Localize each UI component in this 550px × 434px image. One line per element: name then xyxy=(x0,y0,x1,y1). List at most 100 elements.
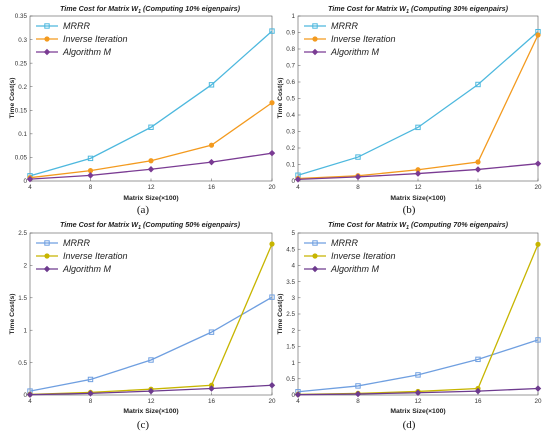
point-algorithm-m-d xyxy=(474,387,482,395)
y-tick-label-c: 2 xyxy=(23,263,27,270)
caption-b: (b) xyxy=(403,204,416,216)
y-tick-label-b: 0.4 xyxy=(286,112,295,119)
point-mrrr-c xyxy=(208,329,215,335)
x-tick-label-d: 20 xyxy=(534,398,542,405)
y-tick-label-a: 0.05 xyxy=(15,155,28,162)
point-algorithm-m-b xyxy=(294,176,302,183)
point-mrrr-c xyxy=(148,357,154,363)
y-tick-label-d: 5 xyxy=(291,230,295,237)
y-tick-label-a: 0.3 xyxy=(18,37,27,44)
plot-area-d: 4 8 12 16 20 0 0.5 1 1.5 2 2.5 3 3.5 4 4.5 5 MRRR Inverse… xyxy=(286,230,542,405)
point-algorithm-m-a xyxy=(268,149,276,157)
point-algorithm-m-a xyxy=(26,175,34,183)
y-tick-label-c: 2.5 xyxy=(18,230,27,237)
x-tick-label-d: 4 xyxy=(296,398,300,405)
axes-box-b xyxy=(297,15,539,182)
x-tick-label-b: 8 xyxy=(356,184,360,191)
y-tick-label-a: 0.25 xyxy=(15,60,28,67)
point-mrrr-d xyxy=(355,383,361,389)
y-tick-label-d: 2.5 xyxy=(286,311,295,318)
x-tick-label-a: 20 xyxy=(268,184,276,191)
series-line-mrrr-d xyxy=(297,339,539,393)
point-algorithm-m-b xyxy=(534,160,542,167)
point-inverse-iteration-b xyxy=(535,32,541,38)
legend-label-inverse-iteration-d: Inverse Iteration xyxy=(331,251,396,261)
legend-label-mrrr-b: MRRR xyxy=(331,21,358,31)
panel-c: Time Cost for Matrix W1 (Computing 50% e… xyxy=(9,220,276,431)
legend-marker-algorithm-m-a xyxy=(43,48,51,56)
y-axis-label-a: Time Cost(s) xyxy=(9,77,16,118)
panel-a: Time Cost for Matrix W1 (Computing 10% e… xyxy=(9,4,276,216)
point-mrrr-c xyxy=(269,294,275,300)
point-mrrr-d xyxy=(415,372,421,378)
series-line-mrrr-b xyxy=(297,31,539,176)
y-tick-label-b: 0.5 xyxy=(286,96,295,103)
y-tick-label-d: 4 xyxy=(291,263,295,270)
legend-label-mrrr-a: MRRR xyxy=(63,21,90,31)
point-mrrr-d xyxy=(475,356,481,363)
point-mrrr-a xyxy=(87,155,94,162)
plot-area-a: 4 8 12 16 20 0 0.05 0.1 0.15 0.2 0.25 0.3 0.35 MRRR In… xyxy=(15,13,276,191)
x-axis-label-b: Matrix Size(×100) xyxy=(390,195,445,202)
legend-marker-mrrr-d xyxy=(312,240,318,246)
legend-label-mrrr-c: MRRR xyxy=(63,238,90,248)
axes-box-a xyxy=(29,15,273,182)
point-algorithm-m-a xyxy=(147,165,155,173)
y-tick-label-d: 1.5 xyxy=(286,344,295,351)
y-tick-label-c: 0 xyxy=(23,392,27,399)
x-tick-label-d: 8 xyxy=(356,398,360,405)
x-tick-label-c: 20 xyxy=(268,398,276,405)
x-tick-label-b: 12 xyxy=(414,184,422,191)
x-tick-label-d: 16 xyxy=(474,398,482,405)
point-inverse-iteration-a xyxy=(148,158,154,164)
plot-area-b: 4 8 12 16 20 0 0.1 0.2 0.3 0.4 0.5 0.6 0.7 0.8 0.9 1 MRR… xyxy=(286,13,542,191)
legend-label-mrrr-d: MRRR xyxy=(331,238,358,248)
panel-b: Time Cost for Matrix W1 (Computing 30% e… xyxy=(277,4,542,216)
y-axis-label-c: Time Cost(s) xyxy=(9,293,16,334)
x-tick-label-a: 16 xyxy=(208,184,216,191)
x-axis-label-c: Matrix Size(×100) xyxy=(123,408,178,415)
legend-marker-inverse-iteration-d xyxy=(312,253,318,259)
y-tick-label-b: 0.8 xyxy=(286,46,295,53)
y-tick-label-d: 4.5 xyxy=(286,246,295,253)
plot-area-c: 4 8 12 16 20 0 0.5 1 1.5 2 2.5 MRRR Inverse Iteratio… xyxy=(18,230,276,405)
point-algorithm-m-a xyxy=(208,158,215,166)
x-tick-label-d: 12 xyxy=(414,398,422,405)
y-tick-label-b: 0.7 xyxy=(286,63,295,70)
x-tick-label-a: 8 xyxy=(89,184,93,191)
point-mrrr-b xyxy=(355,154,361,160)
legend-marker-algorithm-m-b xyxy=(311,48,319,56)
point-inverse-iteration-a xyxy=(208,142,215,148)
y-tick-label-b: 0.3 xyxy=(286,129,295,136)
y-tick-label-c: 1.5 xyxy=(18,295,27,302)
chart-title-c: Time Cost for Matrix W1 (Computing 50% e… xyxy=(60,220,241,231)
y-tick-label-d: 2 xyxy=(291,327,295,334)
y-tick-label-c: 0.5 xyxy=(18,360,27,367)
legend-marker-inverse-iteration-c xyxy=(44,253,50,259)
y-tick-label-d: 3.5 xyxy=(286,279,295,286)
point-algorithm-m-b xyxy=(474,166,482,173)
y-tick-label-a: 0.2 xyxy=(18,84,27,91)
y-axis-label-d: Time Cost(s) xyxy=(277,293,284,334)
y-tick-label-c: 1 xyxy=(23,327,27,334)
x-tick-label-b: 20 xyxy=(534,184,542,191)
y-tick-label-a: 0.15 xyxy=(15,107,28,114)
point-algorithm-m-b xyxy=(354,173,362,181)
legend-marker-mrrr-b xyxy=(312,23,318,29)
point-mrrr-a xyxy=(269,28,275,34)
x-tick-label-b: 16 xyxy=(474,184,482,191)
y-tick-label-b: 1 xyxy=(291,13,295,20)
legend-label-algorithm-m-c: Algorithm M xyxy=(62,264,112,274)
caption-d: (d) xyxy=(403,419,416,431)
point-mrrr-a xyxy=(148,124,154,130)
x-tick-label-c: 8 xyxy=(89,398,93,405)
point-algorithm-m-a xyxy=(87,172,94,179)
point-inverse-iteration-b xyxy=(475,159,481,165)
axes-box-c xyxy=(29,232,273,396)
legend-label-algorithm-m-d: Algorithm M xyxy=(330,264,380,274)
legend-label-inverse-iteration-b: Inverse Iteration xyxy=(331,34,396,44)
point-algorithm-m-d xyxy=(294,391,302,398)
point-algorithm-m-d xyxy=(414,389,422,396)
y-tick-label-a: 0 xyxy=(23,178,27,185)
x-axis-label-d: Matrix Size(×100) xyxy=(390,408,445,415)
